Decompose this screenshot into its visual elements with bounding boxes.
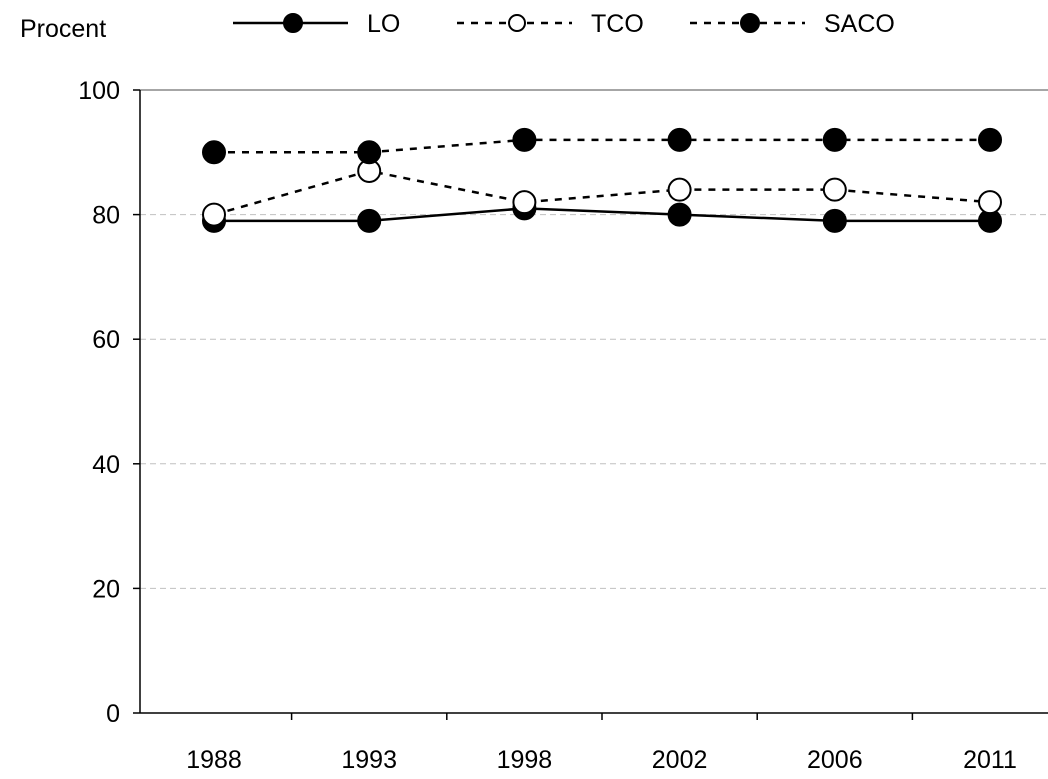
y-tick-label: 20 <box>92 575 120 603</box>
legend-marker <box>740 13 760 33</box>
legend-label: LO <box>367 10 400 38</box>
x-tick-labels: 1988 1993 1998 2002 2006 2011 <box>186 746 1017 774</box>
legend-marker <box>283 13 303 33</box>
x-tick-label: 1998 <box>497 746 553 774</box>
data-point <box>357 208 382 233</box>
legend-item: LO <box>233 10 400 38</box>
y-tick-label: 0 <box>106 700 120 728</box>
series-tco <box>202 158 1002 227</box>
legend-marker <box>508 14 526 32</box>
y-tick-label: 60 <box>92 326 120 354</box>
data-point <box>202 202 226 227</box>
data-point <box>667 202 692 227</box>
y-tick-labels: 0 20 40 60 80 100 <box>78 77 120 728</box>
x-tick-label: 2011 <box>963 746 1017 774</box>
series-line <box>214 138 990 154</box>
gridlines <box>140 214 1048 589</box>
y-axis-label: Procent <box>20 15 106 43</box>
data-point <box>978 190 1002 215</box>
data-point <box>357 140 382 165</box>
x-tick-label: 2006 <box>807 746 863 774</box>
data-point <box>667 127 692 152</box>
axes <box>133 89 1048 720</box>
x-tick-label: 2002 <box>652 746 708 774</box>
data-point <box>202 140 226 165</box>
legend-item: TCO <box>457 10 644 38</box>
legend-item: SACO <box>690 10 895 38</box>
x-tick-label: 1988 <box>186 746 242 774</box>
y-tick-label: 100 <box>78 77 120 105</box>
y-tick-label: 80 <box>92 202 120 230</box>
series-saco <box>202 127 1002 165</box>
data-point <box>667 177 692 202</box>
series-line <box>213 169 991 216</box>
data-point <box>512 190 537 215</box>
data-point <box>978 127 1002 152</box>
data-point <box>512 127 537 152</box>
legend-label: SACO <box>824 10 895 38</box>
legend-label: TCO <box>591 10 644 38</box>
x-tick-label: 1993 <box>341 746 397 774</box>
data-point <box>822 208 847 233</box>
data-point <box>822 127 847 152</box>
series-group <box>202 127 1002 233</box>
y-tick-label: 40 <box>92 451 120 479</box>
legend: LO TCO SACO <box>233 10 895 38</box>
series-line <box>214 207 990 223</box>
data-point <box>822 177 847 202</box>
